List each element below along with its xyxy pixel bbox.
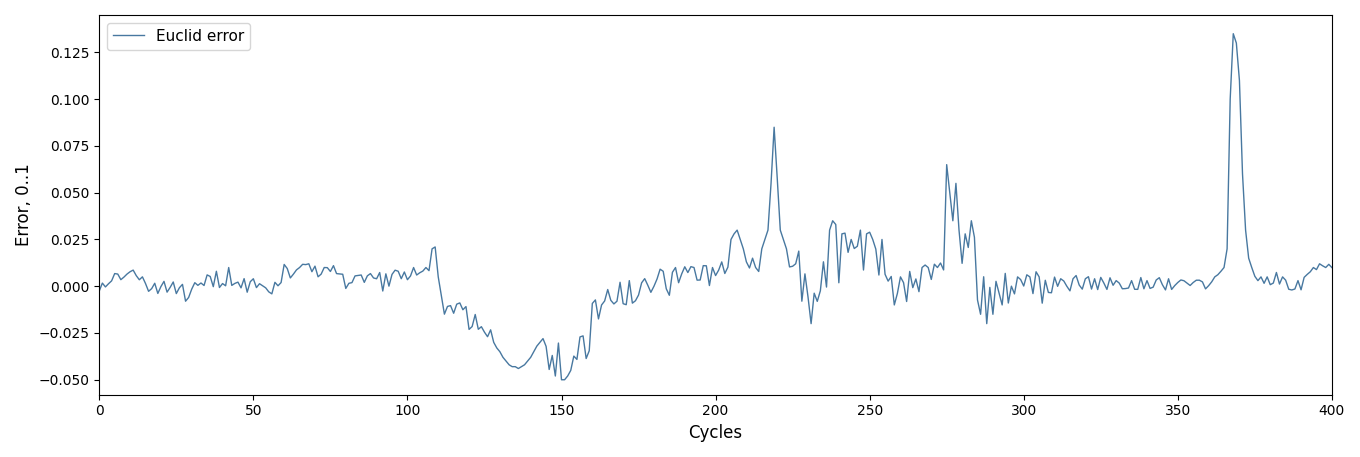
Euclid error [534,336,551,341]
Euclid error [1225,31,1242,37]
Euclid error [714,259,730,265]
Euclid error [91,288,107,294]
Euclid error [768,175,785,181]
Euclid error [997,271,1013,276]
Euclid error [1323,265,1340,270]
X-axis label: Cycles: Cycles [688,424,743,442]
Line: Euclid error: Euclid error [99,34,1331,380]
Euclid error [880,278,896,284]
Y-axis label: Error, 0..1: Error, 0..1 [15,164,33,246]
Legend: Euclid error: Euclid error [107,23,250,50]
Euclid error [252,281,268,287]
Euclid error [554,377,570,383]
